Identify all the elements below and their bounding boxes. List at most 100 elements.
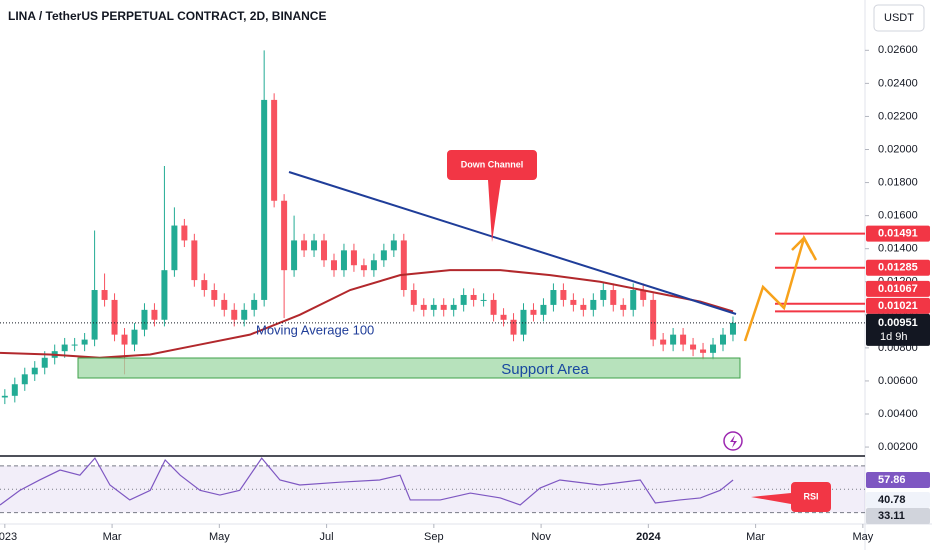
candle-body — [390, 240, 397, 251]
candle-body — [161, 270, 168, 320]
alert-icon-bolt — [730, 435, 737, 448]
x-tick-label: Jul — [320, 531, 334, 543]
candle-body — [121, 334, 128, 345]
y-tick-label: 0.01800 — [878, 176, 918, 188]
candle-body — [141, 309, 148, 330]
chart-title: LINA / TetherUS PERPETUAL CONTRACT, 2D, … — [8, 9, 326, 23]
level-label: 0.01491 — [878, 228, 918, 240]
support-area — [77, 357, 741, 379]
candle-body — [31, 367, 38, 375]
candle-body — [311, 240, 318, 251]
candle-body — [1, 395, 8, 398]
projection-arrow — [791, 235, 814, 254]
candle-body — [480, 299, 487, 301]
candle-body — [400, 240, 407, 291]
countdown-label: 1d 9h — [880, 331, 908, 343]
y-tick-label: 0.01400 — [878, 243, 918, 255]
candle-body — [430, 304, 437, 310]
callout — [751, 482, 831, 512]
candle-body — [410, 290, 417, 305]
candle-body — [191, 240, 198, 281]
candle-body — [450, 304, 457, 310]
candle-body — [91, 290, 98, 340]
price-label: 0.00951 — [878, 317, 918, 329]
candle-body — [380, 250, 387, 261]
candle-body — [231, 309, 238, 320]
callout-text: RSI — [803, 491, 818, 501]
level-badge — [866, 297, 930, 314]
candle-body — [420, 304, 427, 310]
candle-body — [719, 334, 726, 345]
candle-body — [490, 299, 497, 315]
level-label: 0.01021 — [878, 300, 918, 312]
candle-body — [680, 334, 687, 345]
x-tick-label: Mar — [103, 531, 122, 543]
rsi-line — [0, 457, 734, 506]
candle-body — [650, 299, 657, 340]
candle-body — [41, 357, 48, 368]
candle-body — [360, 265, 367, 271]
candle-body — [520, 309, 527, 335]
layers: 0.002000.004000.006000.008000.010000.012… — [0, 44, 930, 543]
y-tick-label: 0.00200 — [878, 441, 918, 453]
candle-body — [281, 200, 288, 271]
candle-body — [131, 329, 138, 345]
candle-body — [670, 334, 677, 345]
candle-body — [301, 240, 308, 251]
candle-body — [500, 314, 507, 320]
candle-body — [630, 290, 637, 310]
candle-body — [510, 319, 517, 335]
x-tick-label: May — [209, 531, 230, 543]
candle-body — [590, 299, 597, 310]
y-tick-label: 0.00600 — [878, 375, 918, 387]
candle-body — [370, 260, 377, 271]
candle-body — [11, 384, 18, 396]
candle-body — [151, 309, 158, 320]
candle-body — [530, 309, 537, 315]
ma-label: Moving Average 100 — [256, 322, 374, 337]
candle-body — [71, 344, 78, 346]
candle-body — [580, 304, 587, 310]
level-badge — [866, 280, 930, 297]
callout-text: Down Channel — [461, 159, 524, 169]
x-tick-label: Sep — [424, 531, 444, 543]
candle-body — [330, 260, 337, 271]
candle-body — [201, 280, 208, 291]
candle-body — [111, 299, 118, 335]
x-tick-label: 2023 — [0, 531, 17, 543]
y-tick-label: 0.01600 — [878, 210, 918, 222]
candle-body — [340, 250, 347, 271]
candle-body — [710, 344, 717, 353]
candle-body — [660, 339, 667, 345]
candle-body — [460, 294, 467, 305]
candle-body — [440, 304, 447, 310]
candle-body — [640, 290, 647, 300]
candle-body — [600, 290, 607, 300]
level-badge — [866, 259, 930, 276]
candle-body — [61, 344, 68, 352]
currency-label: USDT — [884, 12, 914, 24]
candle-body — [610, 290, 617, 305]
support-label: Support Area — [501, 361, 589, 378]
x-tick-label: Mar — [746, 531, 765, 543]
currency-box[interactable] — [873, 4, 925, 32]
candle-body — [350, 250, 357, 266]
candle-body — [21, 374, 28, 385]
candle-body — [690, 344, 697, 350]
y-tick-label: 0.02200 — [878, 110, 918, 122]
rsi-badge — [866, 491, 930, 508]
price-badge — [866, 313, 930, 346]
candle-body — [211, 290, 218, 300]
candle-body — [700, 349, 707, 353]
candle-body — [81, 339, 88, 345]
candle-body — [570, 299, 577, 305]
y-tick-label: 0.02400 — [878, 77, 918, 89]
candle-body — [321, 240, 328, 261]
x-tick-label: 2024 — [636, 531, 661, 543]
candle-body — [181, 225, 188, 241]
y-tick-label: 0.00400 — [878, 408, 918, 420]
callout — [447, 150, 537, 242]
candle-body — [620, 304, 627, 310]
candle-body — [540, 304, 547, 315]
